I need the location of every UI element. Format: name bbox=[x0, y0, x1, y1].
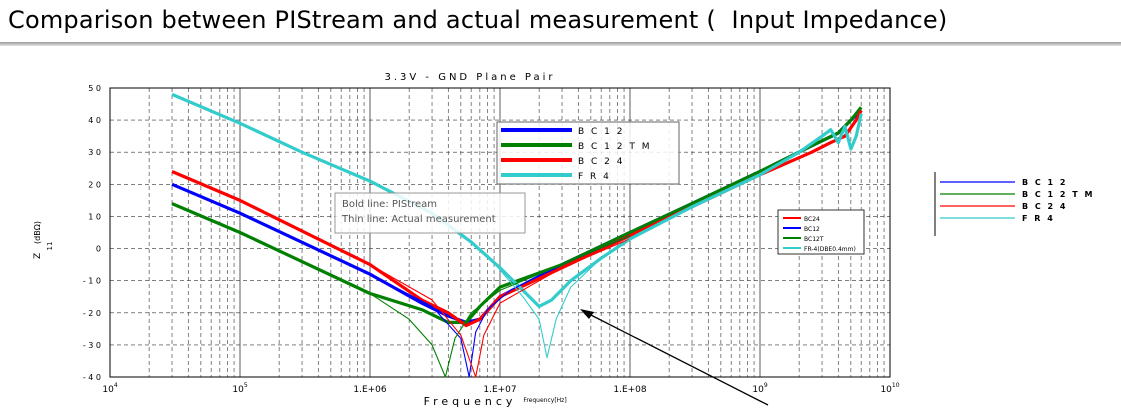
annotation-box: Bold line: PIStream Thin line: Actual me… bbox=[334, 192, 526, 234]
legend-right: B C 1 2 B C 1 2 T M B C 2 4 F R 4 bbox=[934, 172, 1094, 236]
svg-text:Z (dBΩ): Z (dBΩ) bbox=[33, 221, 43, 259]
x-tick-label: 1.E+07 bbox=[483, 385, 516, 395]
x-tick-label: 105 bbox=[232, 382, 247, 395]
legend-inner-label: BC12 bbox=[804, 226, 820, 233]
x-tick-label: 1.E+06 bbox=[353, 385, 387, 395]
y-tick-label: 1 0 bbox=[88, 212, 101, 221]
y-axis-label-subscript: 11 bbox=[46, 242, 54, 251]
y-axis-label-z: Z bbox=[33, 253, 43, 259]
legend-right-label: B C 2 4 bbox=[1022, 202, 1067, 211]
y-tick-label: - 4 0 bbox=[83, 373, 101, 382]
series-line-bc12tm-measured bbox=[369, 235, 631, 378]
slide-title: Comparison between PIStream and actual m… bbox=[8, 6, 948, 34]
x-tick-label: 109 bbox=[752, 382, 767, 395]
series-line-bc12-measured bbox=[369, 235, 631, 378]
y-tick-label: - 3 0 bbox=[83, 341, 101, 350]
legend-right-label: F R 4 bbox=[1022, 214, 1055, 223]
y-tick-label: 5 0 bbox=[88, 84, 101, 93]
y-tick-label: 4 0 bbox=[88, 116, 101, 125]
x-axis-label: Frequency bbox=[424, 395, 517, 408]
y-tick-label: 0 bbox=[96, 245, 101, 254]
legend-inner-label: FR-4(DBE0.4mm) bbox=[804, 246, 856, 253]
legend-right-label: B C 1 2 T M bbox=[1022, 190, 1094, 199]
inner-x-axis-label: Frequency[Hz] bbox=[523, 397, 566, 404]
y-axis-label: Z (dBΩ) 11 bbox=[33, 221, 54, 259]
legend-inner-label: BC24 bbox=[804, 216, 820, 223]
arrow-annotation bbox=[580, 309, 769, 406]
plot-frame bbox=[109, 87, 891, 378]
y-tick-label: 2 0 bbox=[88, 180, 101, 189]
series-line-fr4-measured bbox=[431, 212, 631, 359]
series-layer bbox=[171, 92, 863, 378]
legend-right-label: B C 1 2 bbox=[1022, 178, 1067, 187]
annotation-line-1: Bold line: PIStream bbox=[342, 199, 437, 210]
chart-title: 3.3V - GND Plane Pair bbox=[384, 72, 555, 83]
series-line-bc12tm-pistream bbox=[171, 106, 863, 324]
legend-inner-label: BC12T bbox=[804, 236, 824, 243]
series-line-bc24-measured bbox=[369, 238, 631, 378]
legend-main-label: B C 1 2 T M bbox=[578, 142, 651, 152]
x-tick-label: 1.E+08 bbox=[613, 385, 647, 395]
legend-main-label: B C 1 2 bbox=[578, 127, 625, 137]
annotation-line-2: Thin line: Actual measurement bbox=[341, 214, 496, 225]
y-axis-label-unit: (dBΩ) bbox=[33, 221, 42, 244]
y-tick-label: - 2 0 bbox=[83, 309, 101, 318]
x-tick-label: 1010 bbox=[880, 382, 899, 395]
x-tick-label: 104 bbox=[102, 382, 117, 395]
legend-inner: BC24 BC12 BC12T FR-4(DBE0.4mm) bbox=[777, 209, 865, 255]
y-tick-label: 3 0 bbox=[88, 148, 101, 157]
legend-main-label: F R 4 bbox=[578, 172, 611, 182]
legend-main: B C 1 2 B C 1 2 T M B C 2 4 F R 4 bbox=[496, 121, 680, 185]
legend-main-label: B C 2 4 bbox=[578, 157, 625, 167]
y-axis-ticks: 5 0 4 0 3 0 2 0 1 0 0 - 1 0 - 2 0 - 3 0 - 4 0 bbox=[83, 84, 101, 382]
arrow-head bbox=[580, 309, 594, 319]
y-tick-label: - 1 0 bbox=[83, 277, 101, 286]
title-divider bbox=[0, 42, 1121, 46]
x-axis-ticks: 104 105 1.E+06 1.E+07 1.E+08 109 1010 bbox=[102, 382, 899, 395]
